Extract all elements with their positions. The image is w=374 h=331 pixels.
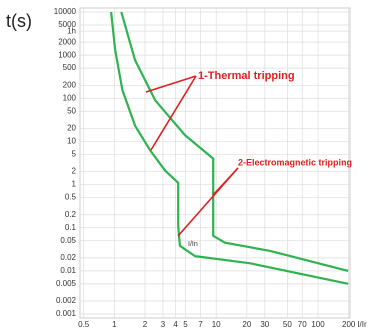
y-axis-label: t(s) <box>6 11 32 31</box>
annotation: 2-Electromagnetic tripping <box>238 157 352 167</box>
y-tick-label: 10 <box>67 137 76 146</box>
x-tick-label: 100 <box>311 320 325 329</box>
annotation-pointer <box>145 75 197 93</box>
x-tick-label: 200 <box>342 320 356 329</box>
y-tick-label: 1000 <box>58 50 76 59</box>
y-tick-label: 20 <box>67 124 76 133</box>
y-tick-label: 0.01 <box>60 266 76 275</box>
curve <box>110 11 349 285</box>
y-tick-label: 10000 <box>54 7 77 16</box>
y-tick-label: 0.05 <box>60 236 76 245</box>
x-axis-label: I/Ir <box>357 320 367 329</box>
y-tick-label: 0.1 <box>65 223 77 232</box>
x-tick-label: 7 <box>198 320 203 329</box>
x-tick-label: 10 <box>212 320 221 329</box>
annotation-pointer <box>177 167 239 237</box>
annotation-pointer <box>150 75 197 151</box>
x-tick-label: 20 <box>242 320 251 329</box>
x-tick-label: 50 <box>283 320 292 329</box>
plot-frame <box>79 7 351 319</box>
annotation: I/In <box>188 241 198 248</box>
y-tick-label: 2000 <box>58 37 76 46</box>
y-tick-label: 1 <box>72 180 77 189</box>
x-tick-label: 3 <box>161 320 166 329</box>
y-tick-label: 5 <box>72 150 77 159</box>
x-tick-label: 4 <box>173 320 178 329</box>
y-tick-label: 0.2 <box>65 210 77 219</box>
x-tick-label: 5 <box>183 320 188 329</box>
x-tick-label: 0.5 <box>78 320 90 329</box>
curve <box>120 11 349 272</box>
x-tick-label: 1 <box>112 320 117 329</box>
y-tick-label: 0.002 <box>56 296 77 305</box>
y-tick-label: 0.001 <box>56 309 77 318</box>
y-tick-label: 5000 <box>58 20 76 29</box>
x-tick-label: 70 <box>298 320 307 329</box>
x-tick-label: 2 <box>143 320 148 329</box>
y-tick-label: 0.02 <box>60 253 76 262</box>
y-tick-label: 1h <box>67 26 76 35</box>
annotation: 1-Thermal tripping <box>198 70 295 82</box>
y-tick-label: 0.005 <box>56 279 77 288</box>
x-tick-label: 30 <box>260 320 269 329</box>
y-tick-label: 2 <box>72 167 77 176</box>
y-tick-label: 500 <box>63 63 77 72</box>
y-tick-label: 0.5 <box>65 193 77 202</box>
y-tick-label: 50 <box>67 106 76 115</box>
y-tick-label: 100 <box>63 93 77 102</box>
y-tick-label: 200 <box>63 80 77 89</box>
